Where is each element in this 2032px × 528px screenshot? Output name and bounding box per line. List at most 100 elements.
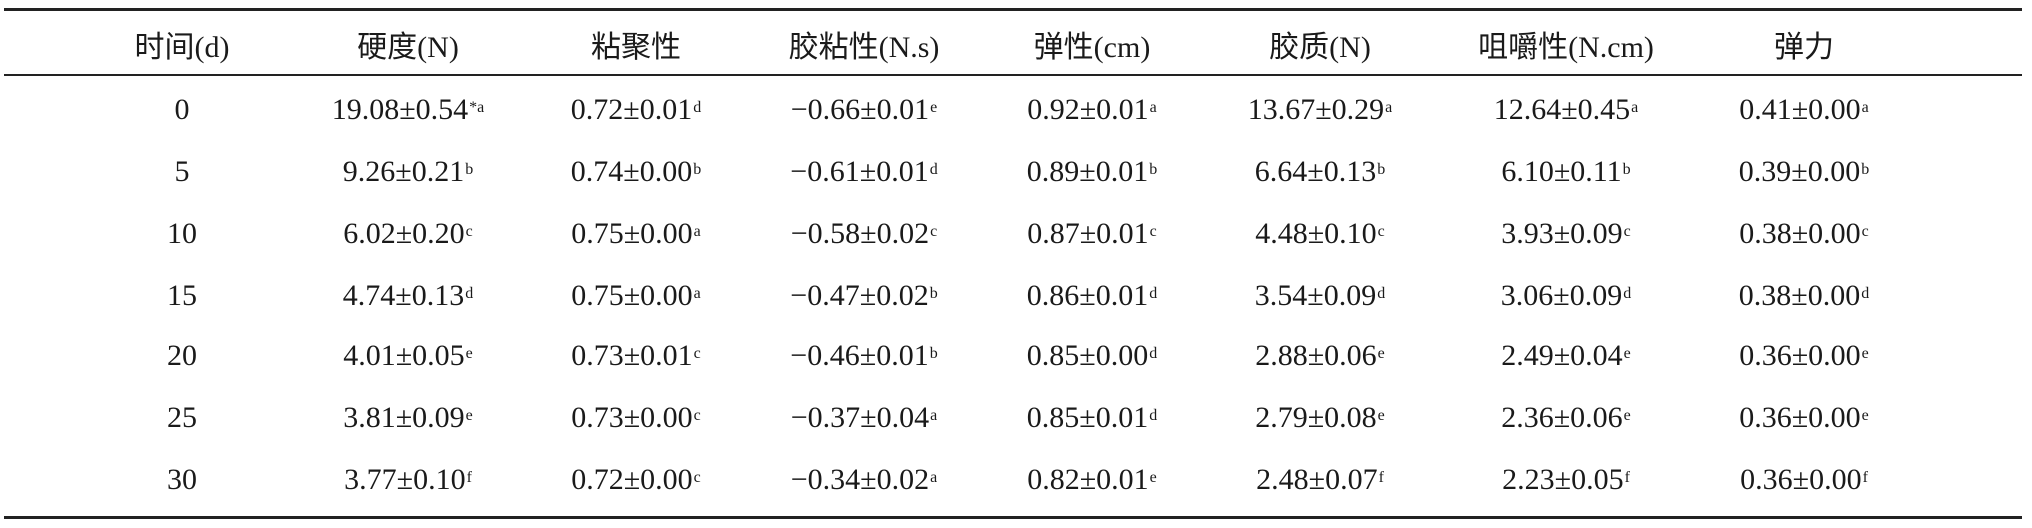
significance-letter: f [1624,469,1630,486]
cell-hardness: 19.08±0.54 *a [332,80,485,140]
significance-letter: d [1149,285,1158,302]
cell-value: −0.46±0.01 [790,339,929,372]
significance-letter: c [1377,223,1385,240]
significance-letter: e [465,345,473,362]
header-hardness: 硬度(N) [357,31,459,64]
cell-resilience: 0.39±0.00 b [1739,142,1869,202]
significance-letter: a [1861,99,1869,116]
significance-letter: a [1385,99,1393,116]
cell-value: 4.01±0.05 [343,339,465,372]
cell-value: 0.87±0.01 [1027,217,1149,250]
cell-value: −0.66±0.01 [790,93,930,126]
cell-resilience: 0.36±0.00 e [1739,326,1869,386]
cell-gumminess-n: 3.54±0.09 d [1255,266,1385,326]
cell-value: 3.54±0.09 [1254,279,1377,312]
significance-letter: e [465,407,473,424]
significance-letter: d [1623,285,1632,302]
cell-value: 0.86±0.01 [1026,279,1149,312]
significance-letter: b [929,345,938,362]
significance-letter: a [1631,99,1639,116]
significance-letter: d [465,285,474,302]
significance-letter: f [1862,469,1868,486]
cell-value: 6.64±0.13 [1254,155,1377,188]
cell-time: 15 [167,266,197,326]
significance-letter: e [930,99,938,116]
cell-cohesiveness: 0.73±0.00 c [571,388,701,448]
cell-time: 25 [167,388,197,448]
cell-value: 25 [167,401,197,434]
cell-value: 2.48±0.07 [1256,463,1378,496]
significance-letter: e [1623,407,1631,424]
cell-value: 2.79±0.08 [1255,401,1377,434]
cell-gumminess-n: 13.67±0.29 a [1248,80,1393,140]
cell-value: 0.36±0.00 [1740,463,1862,496]
cell-value: 3.06±0.09 [1500,279,1623,312]
cell-resilience: 0.36±0.00 f [1740,450,1868,510]
significance-letter: b [929,285,938,302]
cell-value: 0.73±0.01 [571,339,693,372]
cell-value: 15 [167,279,197,312]
significance-letter: a [693,223,701,240]
cell-resilience: 0.38±0.00 d [1739,266,1869,326]
cell-time: 0 [175,80,190,140]
cell-value: 6.10±0.11 [1501,155,1622,188]
table-header-rule [4,74,2022,76]
cell-cohesiveness: 0.75±0.00 a [571,266,701,326]
cell-value: 0.75±0.00 [571,279,693,312]
significance-letter: c [693,469,701,486]
cell-value: 0.89±0.01 [1026,155,1149,188]
table-row: 0 19.08±0.54 *a 0.72±0.01 d −0.66±0.01 e 0.92±0… [4,80,2022,140]
table-row: 5 9.26±0.21 b 0.74±0.00 b −0.61±0.01 d 0.89±0.0… [4,142,2022,202]
cell-springiness: 0.89±0.01 b [1027,142,1157,202]
significance-letter: e [1861,345,1869,362]
cell-value: 2.36±0.06 [1501,401,1623,434]
cell-resilience: 0.36±0.00 e [1739,388,1869,448]
significance-letter: d [1377,285,1386,302]
cell-springiness: 0.85±0.00 d [1027,326,1157,386]
cell-value: 0.85±0.01 [1026,401,1149,434]
significance-letter: d [1861,285,1870,302]
table-row: 15 4.74±0.13 d 0.75±0.00 a −0.47±0.02 b 0.86±0.… [4,266,2022,326]
cell-value: 13.67±0.29 [1247,93,1385,126]
cell-value: 0.75±0.00 [571,217,693,250]
significance-letter: a [1149,99,1157,116]
cell-hardness: 4.01±0.05 e [343,326,473,386]
significance-letter: c [465,223,473,240]
cell-chewiness: 3.93±0.09 c [1501,204,1631,264]
cell-hardness: 6.02±0.20 c [343,204,473,264]
significance-letter: f [466,469,472,486]
cell-gumminess: −0.47±0.02 b [790,266,937,326]
cell-gumminess-n: 2.79±0.08 e [1255,388,1385,448]
cell-value: 2.23±0.05 [1502,463,1624,496]
cell-time: 10 [167,204,197,264]
cell-value: 0.85±0.00 [1026,339,1149,372]
cell-value: 0.38±0.00 [1738,279,1861,312]
cell-value: 0.82±0.01 [1027,463,1149,496]
cell-value: 20 [167,339,197,372]
cell-time: 20 [167,326,197,386]
cell-cohesiveness: 0.75±0.00 a [571,204,701,264]
cell-value: 30 [167,463,197,496]
cell-value: 0.39±0.00 [1738,155,1861,188]
header-gumminess: 胶粘性(N.s) [788,31,940,64]
cell-value: 4.74±0.13 [342,279,465,312]
significance-letter: c [930,223,938,240]
significance-letter: d [1149,407,1158,424]
cell-value: 0.41±0.00 [1739,93,1861,126]
cell-value: 0.92±0.01 [1027,93,1149,126]
significance-letter: e [1377,407,1385,424]
table-top-rule [4,8,2022,11]
cell-value: −0.61±0.01 [790,155,929,188]
cell-value: −0.58±0.02 [790,217,930,250]
cell-value: −0.47±0.02 [790,279,929,312]
cell-springiness: 0.92±0.01 a [1027,80,1157,140]
significance-letter: e [1149,469,1157,486]
table-row: 20 4.01±0.05 e 0.73±0.01 c −0.46±0.01 b 0.85±0.… [4,326,2022,386]
cell-value: 0.72±0.00 [571,463,693,496]
table-bottom-rule [4,516,2022,519]
cell-resilience: 0.38±0.00 c [1739,204,1869,264]
cell-chewiness: 2.49±0.04 e [1501,326,1631,386]
significance-letter: b [465,161,474,178]
cell-gumminess-n: 2.88±0.06 e [1255,326,1385,386]
cell-chewiness: 12.64±0.45 a [1494,80,1639,140]
